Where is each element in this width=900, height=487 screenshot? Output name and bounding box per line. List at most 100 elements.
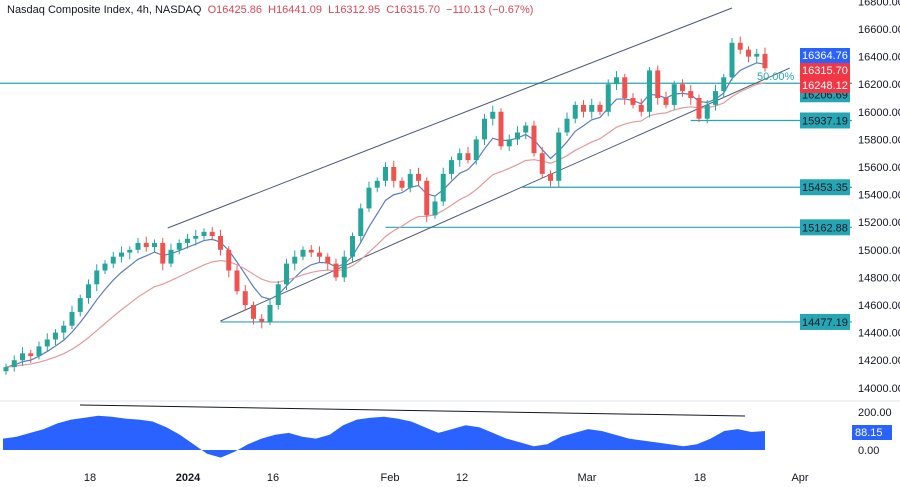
candle (622, 73, 628, 105)
level-price-tag (800, 313, 850, 330)
candle-body (399, 180, 405, 188)
candle-body (218, 236, 223, 250)
candle-body (201, 231, 207, 236)
candle-body (160, 242, 166, 264)
candle-body (729, 42, 735, 78)
candle-body (482, 118, 487, 140)
candle (251, 301, 256, 325)
candle (350, 232, 355, 263)
candle-body (69, 311, 75, 326)
candle (317, 246, 322, 263)
candle-body (638, 104, 644, 112)
y-tick-label: 15200.00 (858, 217, 900, 229)
candle-body (226, 249, 232, 271)
level-price-tag-label: 15937.19 (802, 115, 848, 127)
level-price-tag (800, 112, 850, 129)
candle (20, 347, 25, 366)
candle-body (597, 104, 603, 112)
candle-body (671, 84, 677, 105)
candle (275, 280, 281, 310)
candle-body (366, 187, 372, 209)
candle (152, 239, 157, 253)
y-tick-label: 14800.00 (858, 272, 900, 284)
candle-body (333, 263, 339, 278)
candle-body (77, 298, 83, 312)
close-value: C16315.70 (386, 4, 441, 16)
candle-body (259, 318, 265, 322)
candle-body (457, 153, 463, 161)
candle-body (267, 305, 273, 322)
candle-body (424, 180, 430, 216)
candle-body (317, 252, 322, 257)
candle (581, 100, 586, 118)
candle-body (374, 180, 380, 188)
candle-body (127, 249, 133, 253)
candle (729, 37, 735, 81)
candle (127, 246, 133, 260)
y-tick-label: 15000.00 (858, 245, 900, 257)
candle (374, 177, 380, 193)
candle-body (680, 84, 685, 92)
candle-body (647, 70, 652, 112)
candle-body (275, 284, 281, 305)
candle-body (713, 91, 718, 105)
candle (234, 265, 240, 295)
candle (746, 46, 751, 63)
channel-upper-line (167, 7, 733, 229)
candle (630, 93, 636, 109)
candle (341, 250, 347, 282)
candle-body (589, 104, 595, 112)
candle (168, 243, 174, 268)
candle-body (20, 353, 25, 361)
candle-body (300, 249, 306, 257)
candle-body (61, 325, 67, 333)
candle (292, 250, 298, 271)
candle-body (3, 367, 9, 372)
candle-body (185, 238, 190, 243)
candle-body (284, 263, 289, 285)
x-tick-label: Feb (381, 472, 400, 484)
candle-body (168, 249, 174, 264)
y-tick-label: 16600.00 (858, 24, 900, 36)
candle-body (407, 173, 413, 188)
candle (696, 94, 702, 123)
candle (383, 162, 388, 187)
candle-body (473, 139, 479, 161)
candle (358, 203, 364, 243)
candle-body (11, 360, 17, 368)
candle-body (440, 173, 446, 202)
candle (473, 135, 479, 165)
candle-body (209, 231, 215, 236)
channel-lower-line (220, 67, 790, 322)
candle-body (391, 167, 397, 181)
candle (655, 65, 661, 105)
candle (589, 98, 595, 119)
candle (647, 66, 652, 118)
y-tick-label: 14400.00 (858, 328, 900, 340)
candle-body (358, 208, 364, 236)
candle-body (688, 91, 694, 98)
candle-body (614, 77, 619, 85)
x-tick-label: Mar (578, 472, 597, 484)
candle-body (737, 42, 743, 50)
candle (515, 126, 520, 146)
y-tick-label: 14000.00 (858, 383, 900, 395)
candle-body (746, 49, 751, 57)
candle (209, 227, 215, 241)
candle (449, 156, 454, 180)
candle (201, 228, 207, 240)
candle (663, 91, 669, 109)
candle (482, 113, 487, 146)
oscillator-value-label: 88.15 (855, 427, 883, 439)
candle (605, 79, 611, 117)
candle (86, 279, 91, 304)
oscillator-y-tick: 200.00 (858, 407, 892, 419)
candle (680, 79, 685, 97)
candle (638, 98, 644, 117)
candle (333, 258, 339, 281)
candle-body (135, 242, 141, 250)
candle (44, 333, 50, 351)
candle (424, 177, 430, 223)
